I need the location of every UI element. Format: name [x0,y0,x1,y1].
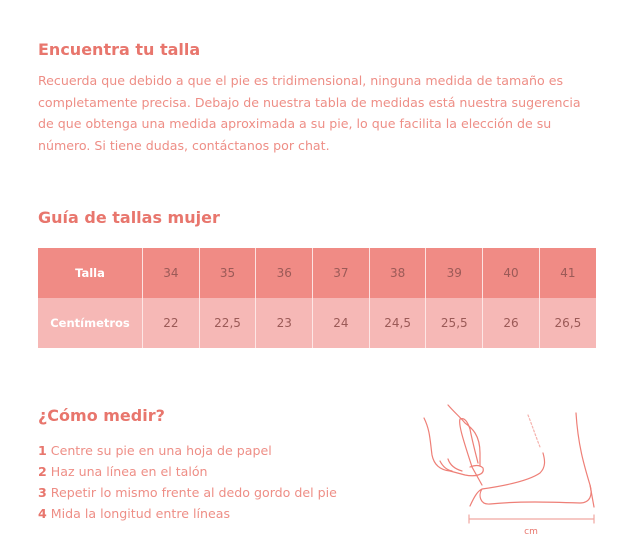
row-label: Talla [75,266,105,280]
unit-label: cm [524,527,538,537]
cell: 25,5 [425,298,483,348]
cell: 37 [312,248,370,298]
foot-outline [469,412,592,507]
intro-text: Recuerda que debido a que el pie es trid… [38,73,581,153]
list-item: 1 Centre su pie en una hoja de papel [38,443,272,458]
cell: 41 [538,248,596,298]
cell: 38 [368,248,426,298]
size-table: Talla 34 35 36 37 38 39 40 41 Centímetro… [38,248,596,348]
cell: 24,5 [368,298,426,348]
measure-line [468,514,595,524]
cell: 39 [425,248,483,298]
cell: 36 [255,248,313,298]
size-guide-title: Guía de tallas mujer [38,208,220,227]
list-item: 3 Repetir lo mismo frente al dedo gordo … [38,485,337,500]
hand-wrist [447,404,481,466]
cell: 22,5 [198,298,256,348]
cell: 35 [198,248,256,298]
table-row-centimetros: Centímetros 22 22,5 23 24 24,5 25,5 26 2… [38,298,596,348]
cell: 26 [482,298,540,348]
cell: 23 [255,298,313,348]
intro-title: Encuentra tu talla [38,40,201,59]
pencil-icon [459,418,483,486]
cell: 40 [482,248,540,298]
cell: 26,5 [538,298,596,348]
steps-list: 1 Centre su pie en una hoja de papel 2 H… [38,440,337,524]
heel-line [589,484,595,508]
table-row-talla: Talla 34 35 36 37 38 39 40 41 [38,248,596,298]
cell: 22 [142,298,200,348]
leg-dashed [527,414,541,448]
row-label: Centímetros [50,316,130,330]
list-item: 4 Mida la longitud entre líneas [38,506,231,521]
hand-outline [423,417,484,477]
how-to-measure-title: ¿Cómo medir? [38,406,165,425]
cell: 34 [142,248,200,298]
hand-fingers [439,458,463,472]
list-item: 2 Haz una línea en el talón [38,464,208,479]
foot-measuring-illustration: cm [423,404,595,537]
cell: 24 [312,298,370,348]
